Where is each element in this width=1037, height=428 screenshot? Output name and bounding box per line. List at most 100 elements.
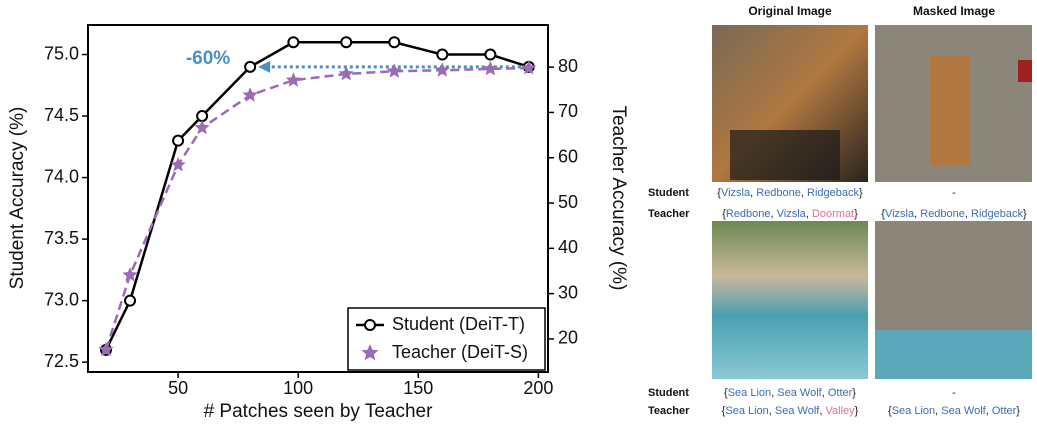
legend-swatch — [361, 344, 379, 361]
prediction-set: {Sea Lion, Sea Wolf, Valley} — [722, 405, 859, 417]
prediction-token: } — [854, 208, 858, 220]
row-label: Teacher — [648, 208, 690, 220]
y2-tick-label: 60 — [558, 146, 578, 166]
prediction-token: Redbone — [920, 208, 965, 220]
legend-label: Teacher (DeiT-S) — [392, 342, 528, 362]
y2-tick-label: 20 — [558, 328, 578, 348]
prediction-set: {Sea Lion, Sea Wolf, Otter} — [724, 387, 856, 399]
column-header: Masked Image — [913, 4, 995, 18]
point — [340, 36, 353, 49]
point — [287, 36, 300, 49]
figure — [712, 25, 1032, 379]
image-detail — [875, 330, 1032, 379]
y2-tick-label: 40 — [558, 237, 578, 257]
prediction-token: , — [806, 208, 812, 220]
legend-swatch — [364, 319, 376, 331]
legend-label: Student (DeiT-T) — [392, 314, 525, 334]
y2-tick-label: 80 — [558, 56, 578, 76]
prediction-set: - — [952, 187, 956, 199]
x-tick-label: 50 — [168, 378, 188, 398]
point — [194, 119, 210, 135]
prediction-token: Valley — [825, 405, 855, 417]
point — [386, 63, 402, 78]
prediction-token: , — [822, 387, 828, 399]
prediction-token: , — [965, 208, 971, 220]
prediction-set: {Redbone, Vizsla, Doormat} — [722, 208, 858, 220]
prediction-token: , — [771, 208, 777, 220]
point — [338, 65, 354, 81]
row-label: Student — [648, 187, 689, 199]
chart: # Patches seen by Teacher Student Accura… — [7, 24, 629, 422]
y-tick-label: 73.0 — [44, 289, 79, 309]
prediction-token: { — [888, 405, 892, 417]
prediction-token: Sea Lion — [728, 387, 771, 399]
y-tick-label: 72.5 — [44, 351, 79, 371]
point — [196, 110, 209, 123]
y2-tick-label: 30 — [558, 282, 578, 302]
row-label: Student — [648, 387, 689, 399]
prediction-token: Ridgeback — [807, 187, 859, 199]
prediction-token: - — [952, 387, 956, 399]
column-header: Original Image — [748, 4, 832, 18]
prediction-token: Sea Wolf — [777, 387, 822, 399]
prediction-token: Vizsla — [885, 208, 915, 220]
y-tick-label: 75.0 — [44, 43, 79, 63]
point — [170, 157, 186, 172]
point — [285, 72, 301, 87]
prediction-token: } — [859, 187, 863, 199]
x-tick-label: 100 — [283, 378, 313, 398]
series-line — [104, 66, 529, 351]
prediction-token: } — [852, 387, 856, 399]
prediction-token: , — [935, 405, 941, 417]
prediction-token: Redbone — [726, 208, 771, 220]
prediction-token: , — [819, 405, 825, 417]
prediction-token: { — [881, 208, 885, 220]
prediction-set: - — [952, 387, 956, 399]
prediction-token: { — [722, 405, 726, 417]
prediction-set: {Vizsla, Redbone, Ridgeback} — [717, 187, 863, 199]
prediction-set: {Sea Lion, Sea Wolf, Otter} — [888, 405, 1020, 417]
point — [244, 60, 257, 73]
prediction-token: { — [724, 387, 728, 399]
prediction-token: Redbone — [756, 187, 801, 199]
prediction-set: {Vizsla, Redbone, Ridgeback} — [881, 208, 1027, 220]
annotation-arrowhead — [258, 60, 271, 73]
prediction-token: Doormat — [812, 208, 854, 220]
prediction-token: , — [771, 387, 777, 399]
prediction-token: Sea Wolf — [941, 405, 986, 417]
prediction-token: , — [986, 405, 992, 417]
y2-tick-label: 50 — [558, 192, 578, 212]
plot-frame — [87, 24, 549, 373]
y2-axis-label: Teacher Accuracy (%) — [608, 106, 629, 291]
y-tick-label: 74.0 — [44, 166, 79, 186]
point — [388, 36, 401, 49]
prediction-token: { — [717, 187, 721, 199]
point — [98, 341, 114, 357]
point — [484, 48, 497, 61]
legend-box — [347, 307, 546, 371]
prediction-token: { — [722, 208, 726, 220]
annotation: -60% — [186, 48, 230, 69]
prediction-token: Vizsla — [721, 187, 751, 199]
y-axis-label: Student Accuracy (%) — [7, 107, 28, 290]
prediction-token: Sea Lion — [892, 405, 935, 417]
image-original-sea — [712, 221, 868, 379]
point — [124, 294, 137, 307]
prediction-token: , — [750, 187, 756, 199]
point — [242, 87, 258, 102]
y2-tick-label: 70 — [558, 101, 578, 121]
prediction-token: Ridgeback — [971, 208, 1023, 220]
prediction-token: } — [855, 405, 859, 417]
image-detail — [1018, 60, 1032, 82]
prediction-token: Sea Wolf — [775, 405, 820, 417]
prediction-token: Sea Lion — [725, 405, 768, 417]
prediction-token: , — [914, 208, 920, 220]
prediction-token: } — [1023, 208, 1027, 220]
prediction-token: , — [769, 405, 775, 417]
prediction-token: Otter — [992, 405, 1017, 417]
point — [122, 267, 138, 282]
prediction-token: - — [952, 187, 956, 199]
image-detail — [930, 55, 970, 165]
x-tick-label: 150 — [403, 378, 433, 398]
